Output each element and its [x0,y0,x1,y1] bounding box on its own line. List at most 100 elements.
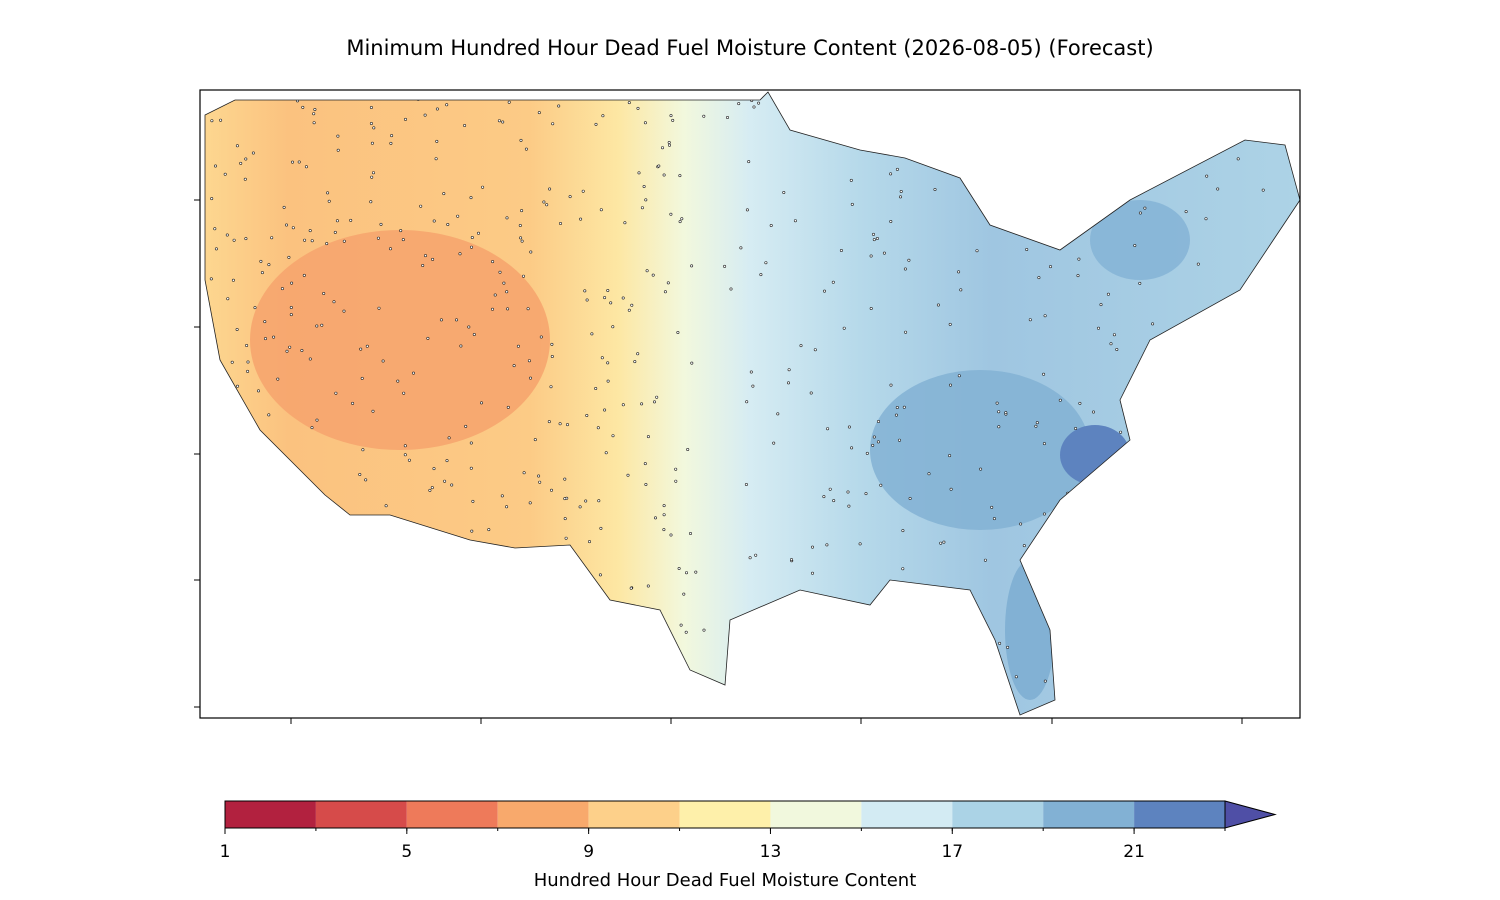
station-dot [1042,512,1046,516]
station-dot [1228,632,1232,636]
station-dot [467,561,471,565]
station-dot [1165,532,1169,536]
station-dot [360,691,364,695]
station-dot [822,495,826,499]
station-dot [241,443,245,447]
station-dot [289,513,293,517]
station-dot [565,423,569,427]
station-dot [412,612,416,616]
station-dot [640,206,644,210]
station-dot [395,591,399,595]
station-dot [623,221,627,225]
station-dot [646,584,650,588]
station-dot [809,391,813,395]
station-dot [1084,706,1088,710]
station-dot [998,641,1002,645]
station-dot [679,623,683,627]
station-dot [948,383,952,387]
station-dot [1138,281,1142,285]
station-dot [388,247,392,251]
station-dot [1088,107,1092,111]
station-dot [660,146,664,150]
station-dot [245,343,249,347]
station-dot [285,471,289,475]
station-dot [311,509,315,513]
station-dot [1043,314,1047,318]
station-dot [917,112,921,116]
station-dot [210,119,214,123]
station-dot [776,412,780,416]
station-dot [606,379,610,383]
station-dot [421,263,425,267]
station-dot [1079,163,1083,167]
station-dot [263,337,267,341]
station-dot [231,565,235,569]
station-dot [621,296,625,300]
station-dot [594,696,598,700]
colorbar-frame [224,800,1226,829]
station-dot [948,322,952,326]
station-dot [439,318,443,322]
station-dot [568,195,572,199]
station-dot [671,118,675,122]
station-dot [455,650,459,654]
station-dot [1231,531,1235,535]
station-dot [626,473,630,477]
station-dot [342,239,346,243]
station-dot [1150,520,1154,524]
station-dot [666,281,670,285]
station-dot [752,105,756,109]
station-dot [501,120,505,124]
station-dot [1058,398,1062,402]
station-dot [1188,572,1192,576]
station-dot [389,141,393,145]
station-dot [563,517,567,521]
station-dot [584,499,588,503]
station-dot [839,249,843,253]
station-dot [259,259,263,263]
station-dot [550,342,554,346]
station-dot [334,391,338,395]
station-dot [447,436,451,440]
station-dot [300,348,304,352]
station-dot [369,106,373,110]
station-dot [360,376,364,380]
station-dot [864,492,868,496]
station-dot [235,660,239,664]
station-dot [876,419,880,423]
station-dot [642,185,646,189]
station-dot [1255,571,1259,575]
station-dot [487,528,491,532]
station-dot [470,236,474,240]
station-dot [990,505,994,509]
station-dot [563,477,567,481]
station-dot [992,517,996,521]
station-dot [648,676,652,680]
station-dot [655,395,659,399]
station-dot [550,354,554,358]
station-dot [423,254,427,258]
station-dot [246,369,250,373]
colorbar-segment [1043,801,1135,828]
station-dot [609,301,613,305]
station-dot [243,177,247,181]
station-dot [1250,666,1254,670]
station-dot [654,620,658,624]
station-dot [371,409,375,413]
station-dot [957,693,961,697]
station-dot [1065,544,1069,548]
station-dot [786,381,790,385]
station-dot [210,197,214,201]
station-dot [527,586,531,590]
station-dot [381,359,385,363]
station-dot [826,427,830,431]
station-dot [1085,93,1089,97]
station-dot [378,567,382,571]
station-dot [225,233,229,237]
station-dot [507,100,511,104]
station-dot [253,306,257,310]
station-dot [889,172,893,176]
station-dot [1105,594,1109,598]
station-dot [205,611,209,615]
station-dot [383,603,387,607]
